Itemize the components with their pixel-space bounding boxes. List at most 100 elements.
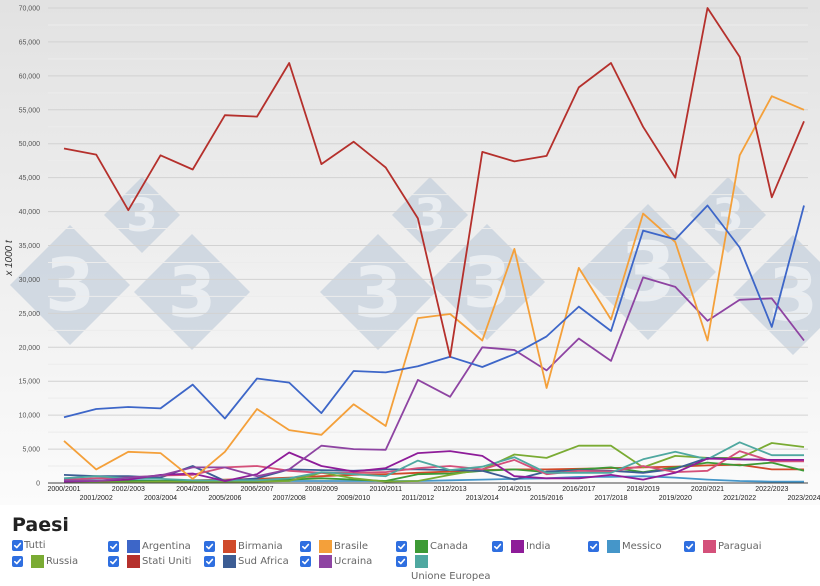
x-tick-label: 2002/2003 bbox=[112, 486, 145, 493]
x-tick-label: 2022/2023 bbox=[755, 486, 788, 493]
series-lines bbox=[63, 7, 805, 484]
x-tick-label: 2003/2004 bbox=[144, 495, 177, 502]
legend-item-messico[interactable]: Messico bbox=[588, 540, 662, 553]
checkbox-checked-icon[interactable] bbox=[396, 556, 407, 567]
checkbox-checked-icon[interactable] bbox=[12, 540, 23, 551]
watermark-glyph: 3 bbox=[712, 189, 744, 242]
series-line-stati-uniti[interactable] bbox=[63, 7, 805, 358]
checkbox-checked-icon[interactable] bbox=[588, 541, 599, 552]
watermark-diamond bbox=[580, 204, 716, 340]
watermark-glyph: 3 bbox=[354, 252, 402, 333]
series-line-ucraina[interactable] bbox=[63, 276, 805, 482]
watermark-diamond bbox=[320, 234, 436, 350]
legend-item-label: Argentina bbox=[142, 541, 191, 552]
legend-item-brasile[interactable]: Brasile bbox=[300, 540, 368, 553]
x-tick-label: 2013/2014 bbox=[466, 495, 499, 502]
y-tick-label: 50,000 bbox=[19, 141, 41, 148]
checkbox-checked-icon[interactable] bbox=[108, 541, 119, 552]
y-tick-label: 55,000 bbox=[19, 107, 41, 114]
x-tick-label: 2004/2005 bbox=[176, 486, 209, 493]
legend-item-russia[interactable]: Russia bbox=[12, 555, 78, 568]
checkbox-checked-icon[interactable] bbox=[396, 541, 407, 552]
y-tick-label: 65,000 bbox=[19, 39, 41, 46]
color-swatch bbox=[127, 540, 140, 553]
x-tick-label: 2017/2018 bbox=[594, 495, 627, 502]
watermark-diamond bbox=[134, 234, 250, 350]
chart-canvas: 333 333 333 05,00010,00015,00020,00025,000… bbox=[0, 0, 820, 505]
x-tick-label: 2020/2021 bbox=[691, 486, 724, 493]
y-axis-label: x 1000 t bbox=[4, 239, 15, 277]
legend-title: Paesi bbox=[12, 514, 69, 536]
legend-item-birmania[interactable]: Birmania bbox=[204, 540, 283, 553]
y-tick-label: 20,000 bbox=[19, 345, 41, 352]
legend-item-canada[interactable]: Canada bbox=[396, 540, 468, 553]
legend-item-label: Ucraina bbox=[334, 556, 373, 567]
color-swatch bbox=[223, 540, 236, 553]
checkbox-checked-icon[interactable] bbox=[204, 556, 215, 567]
watermark-diamond bbox=[104, 177, 180, 253]
x-tick-label: 2021/2022 bbox=[723, 495, 756, 502]
series-line-argentina[interactable] bbox=[63, 204, 805, 420]
checkbox-checked-icon[interactable] bbox=[492, 541, 503, 552]
y-tick-label: 70,000 bbox=[19, 6, 41, 13]
watermark-glyph: 3 bbox=[768, 253, 818, 337]
x-tick-label: 2019/2020 bbox=[659, 495, 692, 502]
checkbox-checked-icon[interactable] bbox=[12, 556, 23, 567]
y-tick-label: 25,000 bbox=[19, 311, 41, 318]
legend-item-unione-europea[interactable]: Unione Europea bbox=[396, 555, 491, 582]
x-tick-label: 2007/2008 bbox=[273, 495, 306, 502]
checkbox-checked-icon[interactable] bbox=[108, 556, 119, 567]
x-tick-label: 2011/2012 bbox=[402, 495, 435, 502]
color-swatch bbox=[415, 540, 428, 553]
checkbox-checked-icon[interactable] bbox=[300, 556, 311, 567]
x-tick-label: 2015/2016 bbox=[530, 495, 563, 502]
legend-item-label: Paraguai bbox=[718, 541, 762, 552]
y-tick-label: 60,000 bbox=[19, 73, 41, 80]
legend-item-sud-africa[interactable]: Sud Africa bbox=[204, 555, 289, 568]
color-swatch bbox=[415, 555, 428, 568]
x-tick-label: 2009/2010 bbox=[337, 495, 370, 502]
legend-item-tutti[interactable]: Tutti bbox=[12, 540, 46, 551]
watermark-glyph: 3 bbox=[45, 243, 95, 327]
watermark-diamond bbox=[690, 177, 766, 253]
x-tick-label: 2008/2009 bbox=[305, 486, 338, 493]
checkbox-checked-icon[interactable] bbox=[300, 541, 311, 552]
legend-item-label: Russia bbox=[46, 556, 79, 567]
y-tick-label: 15,000 bbox=[19, 379, 41, 386]
color-swatch bbox=[319, 555, 332, 568]
checkbox-checked-icon[interactable] bbox=[684, 541, 695, 552]
color-swatch bbox=[223, 555, 236, 568]
y-tick-label: 40,000 bbox=[19, 209, 41, 216]
legend-item-stati-uniti[interactable]: Stati Uniti bbox=[108, 555, 191, 568]
watermark-glyph: 3 bbox=[168, 252, 216, 333]
color-swatch bbox=[703, 540, 716, 553]
color-swatch bbox=[127, 555, 140, 568]
color-swatch bbox=[31, 555, 44, 568]
legend-item-paraguai[interactable]: Paraguai bbox=[684, 540, 762, 553]
legend-item-india[interactable]: India bbox=[492, 540, 551, 553]
legend-item-ucraina[interactable]: Ucraina bbox=[300, 555, 372, 568]
series-line-russia[interactable] bbox=[64, 442, 805, 484]
x-tick-label: 2014/2015 bbox=[498, 486, 531, 493]
y-tick-label: 0 bbox=[36, 481, 40, 488]
watermark-glyph: 3 bbox=[463, 242, 511, 323]
color-swatch bbox=[511, 540, 524, 553]
series-line-unione-europea[interactable] bbox=[63, 441, 804, 482]
y-tick-label: 35,000 bbox=[19, 243, 41, 250]
series-line-brasile[interactable] bbox=[63, 95, 805, 480]
legend-item-label: Tutti bbox=[24, 540, 46, 551]
legend-item-argentina[interactable]: Argentina bbox=[108, 540, 191, 553]
checkbox-checked-icon[interactable] bbox=[204, 541, 215, 552]
x-tick-label: 2018/2019 bbox=[627, 486, 660, 493]
x-tick-label: 2000/2001 bbox=[47, 486, 80, 493]
x-tick-label: 2023/2024 bbox=[787, 495, 820, 502]
watermark-glyph: 3 bbox=[620, 226, 677, 321]
x-tick-label: 2012/2013 bbox=[434, 486, 467, 493]
legend-item-label: Unione Europea bbox=[411, 571, 491, 582]
x-tick-label: 2005/2006 bbox=[208, 495, 241, 502]
y-tick-label: 5,000 bbox=[22, 447, 40, 454]
y-tick-label: 30,000 bbox=[19, 277, 41, 284]
watermark-diamond bbox=[733, 235, 820, 355]
